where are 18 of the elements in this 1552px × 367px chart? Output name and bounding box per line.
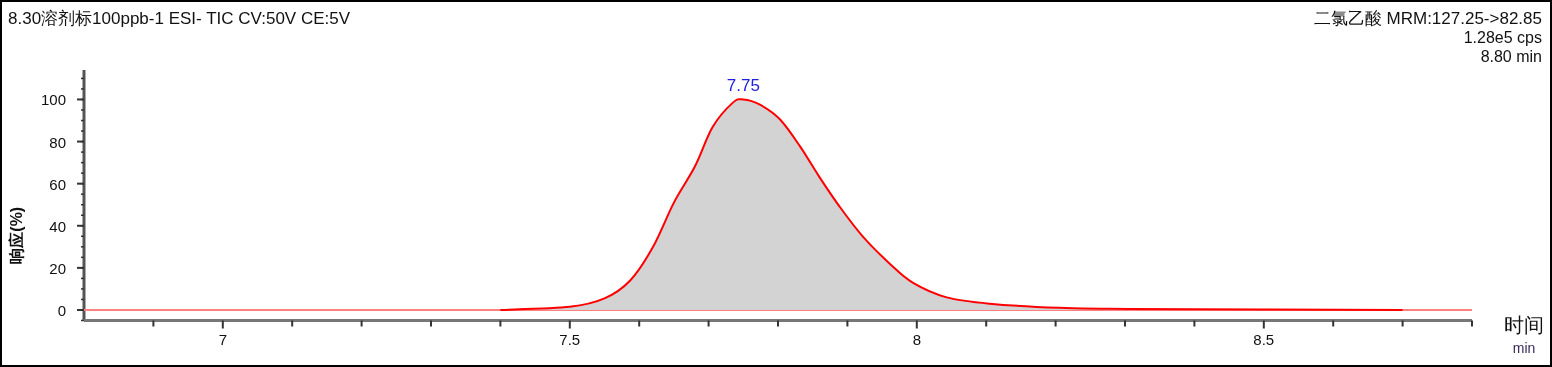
x-tick-label: 7 xyxy=(218,331,227,348)
x-tick-label: 7.5 xyxy=(559,331,581,348)
y-tick-label: 80 xyxy=(49,133,66,151)
text: 8.80 min xyxy=(1480,48,1542,65)
y-tick-label: 40 xyxy=(49,217,66,235)
y-tick-label: 60 xyxy=(49,175,66,193)
text: 1.28e5 cps xyxy=(1463,29,1542,46)
y-tick-label: 0 xyxy=(57,301,66,319)
y-tick-label: 100 xyxy=(40,91,66,109)
y-tick-label: 20 xyxy=(49,259,66,277)
annotation: 7.75 xyxy=(726,76,760,96)
text: 二氯乙酸 MRM:127.25->82.85 xyxy=(1313,9,1542,28)
x-tick-label: 8.5 xyxy=(1253,331,1275,348)
x-tick-label: 8 xyxy=(912,331,921,348)
x-axis-title: 时间 xyxy=(1504,314,1544,336)
text: min xyxy=(1512,340,1536,356)
chart-title: 8.30溶剂标100ppb-1 ESI- TIC CV:50V CE:5V xyxy=(8,9,351,28)
y-axis-title: 响应(%) xyxy=(7,206,25,264)
